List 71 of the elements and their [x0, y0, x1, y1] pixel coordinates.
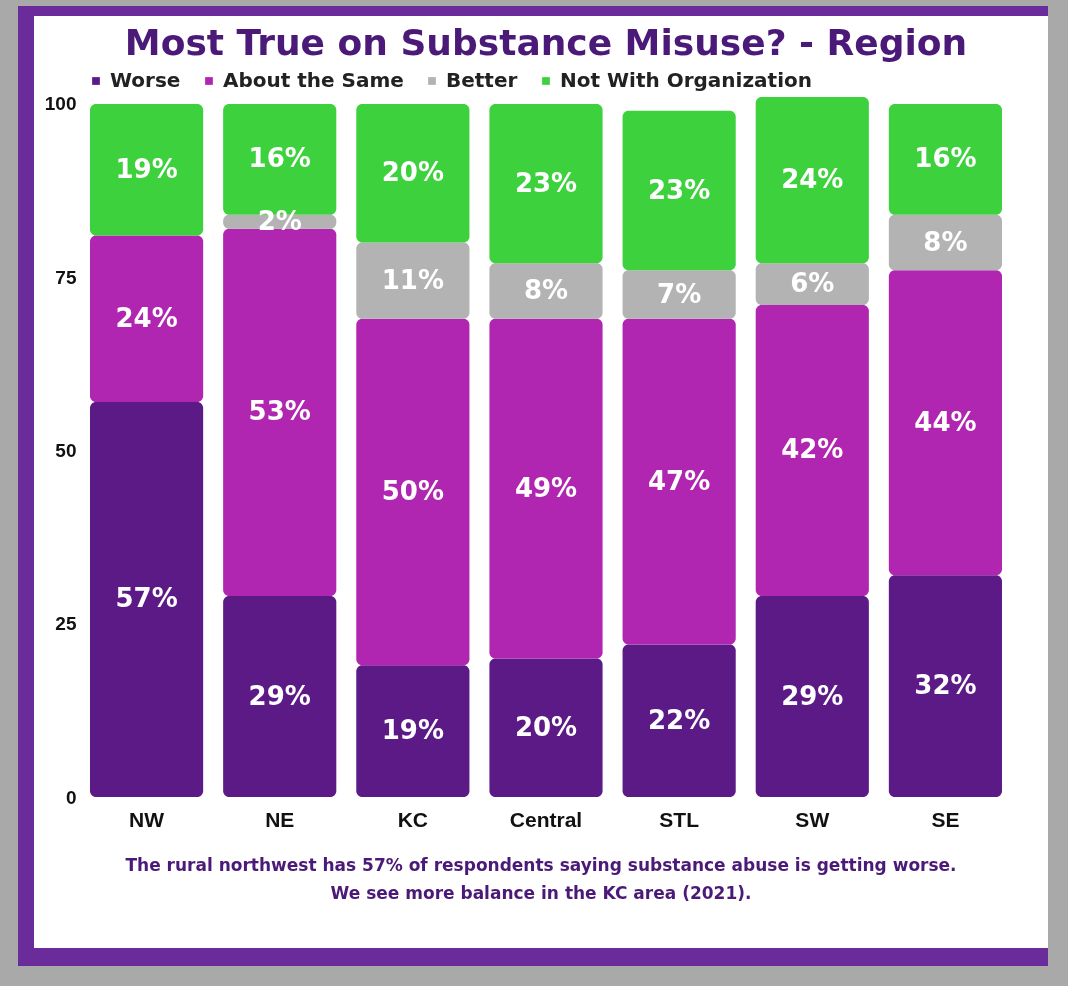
bar: [888, 270, 1003, 576]
bar: [89, 235, 204, 402]
bar: [356, 665, 470, 797]
y-tick-label: 100: [44, 93, 77, 115]
bar: [888, 103, 1003, 215]
data-label: 44%: [914, 406, 977, 437]
data-label: 11%: [381, 264, 444, 295]
data-label: 50%: [381, 476, 444, 507]
x-tick-label: NW: [129, 807, 165, 831]
data-label: 16%: [248, 143, 311, 174]
data-label: 32%: [914, 670, 977, 701]
x-tick-label: SE: [931, 807, 960, 831]
bar: [755, 97, 869, 264]
y-tick-label: 0: [65, 786, 77, 808]
x-tick-label: Central: [509, 807, 583, 831]
data-label: 2%: [257, 205, 302, 236]
bar: [489, 658, 603, 797]
bar: [755, 263, 869, 305]
data-label: 22%: [648, 704, 711, 735]
data-label: 29%: [248, 680, 311, 711]
data-label: 19%: [115, 153, 178, 184]
bar: [356, 242, 470, 319]
bar: [356, 318, 470, 666]
bar: [223, 228, 337, 597]
bar: [622, 318, 736, 645]
data-label: 53%: [248, 396, 311, 427]
bar: [888, 214, 1003, 271]
x-tick-label: SW: [795, 807, 830, 831]
text: The rural northwest has 57% of respondents saying substance abuse is getting worse.: [124, 854, 958, 877]
bar: [489, 318, 603, 659]
legend-label: Worse: [110, 68, 181, 92]
data-label: 16%: [914, 143, 977, 174]
data-label: 20%: [381, 157, 444, 188]
bar: [223, 596, 337, 797]
x-tick-label: NE: [265, 807, 295, 831]
data-label: 19%: [381, 715, 444, 746]
data-label: 8%: [923, 226, 968, 257]
bar: [89, 103, 204, 236]
text: We see more balance in the KC area (2021).: [329, 882, 753, 905]
data-label: 23%: [648, 174, 711, 205]
bar: [755, 304, 869, 597]
legend-label: Better: [446, 68, 518, 92]
data-label: 49%: [514, 472, 578, 503]
y-tick-label: 25: [55, 613, 77, 635]
x-tick-label: STL: [659, 807, 700, 831]
bar: [888, 575, 1003, 797]
bar: [622, 644, 736, 797]
data-label: 20%: [514, 711, 578, 742]
data-label: 24%: [781, 164, 844, 195]
data-label: 42%: [781, 434, 844, 465]
data-label: 8%: [523, 275, 569, 306]
y-tick-label: 50: [55, 439, 77, 461]
bar: [755, 596, 869, 797]
bar: [622, 270, 736, 319]
bar: [356, 103, 470, 243]
x-tick-label: KC: [397, 807, 429, 831]
legend-label: About the Same: [223, 68, 404, 92]
chart-title: Most True on Substance Misuse? - Region: [124, 22, 968, 63]
y-tick-label: 75: [55, 266, 77, 288]
data-label: 29%: [781, 680, 844, 711]
bar: [622, 110, 736, 271]
data-label: 23%: [514, 167, 578, 198]
data-label: 6%: [790, 268, 835, 299]
bar: [489, 103, 603, 264]
data-label: 47%: [648, 465, 711, 496]
bar: [89, 401, 204, 797]
data-label: 7%: [657, 278, 702, 309]
bar: [489, 263, 603, 319]
data-label: 24%: [115, 302, 178, 333]
legend-label: Not With Organization: [560, 68, 812, 92]
data-label: 57%: [115, 583, 178, 614]
